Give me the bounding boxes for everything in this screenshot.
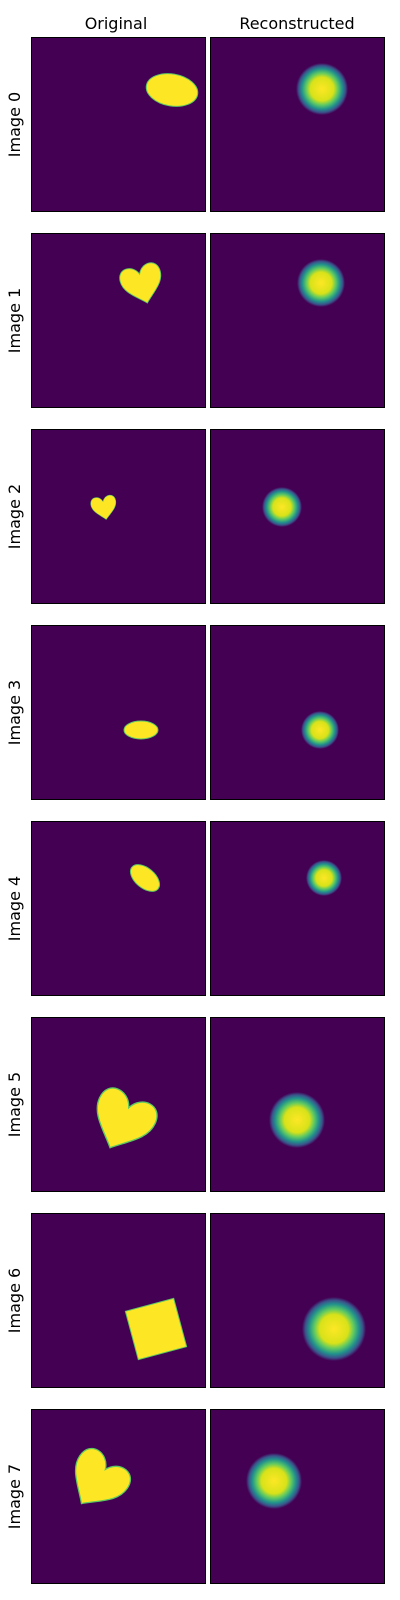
panel-background bbox=[210, 37, 385, 212]
row-label-image-7: Image 7 bbox=[5, 1464, 24, 1529]
reconstructed-panel-6 bbox=[210, 1213, 385, 1388]
row-label-image-0: Image 0 bbox=[5, 92, 24, 157]
panel-background bbox=[31, 625, 206, 800]
row-label-image-1: Image 1 bbox=[5, 288, 24, 353]
panel-background bbox=[210, 821, 385, 996]
original-panel-5 bbox=[31, 1017, 206, 1192]
original-panel-6 bbox=[31, 1213, 206, 1388]
image-row-0: Image 0 bbox=[5, 37, 385, 212]
reconstructed-panel-1 bbox=[210, 233, 385, 408]
reconstructed-panel-4 bbox=[210, 821, 385, 996]
panel-background bbox=[210, 625, 385, 800]
original-shape-heart bbox=[74, 1448, 132, 1505]
original-panel-7 bbox=[31, 1409, 206, 1584]
reconstructed-panel-0 bbox=[210, 37, 385, 212]
panel-background bbox=[210, 1409, 385, 1584]
image-row-5: Image 5 bbox=[5, 1017, 385, 1192]
image-row-4: Image 4 bbox=[5, 821, 385, 996]
original-panel-0 bbox=[31, 37, 206, 212]
panel-background bbox=[31, 1213, 206, 1388]
panel-background bbox=[210, 1213, 385, 1388]
image-row-2: Image 2 bbox=[5, 429, 385, 604]
row-label-image-5: Image 5 bbox=[5, 1072, 24, 1137]
original-shape-heart bbox=[119, 262, 162, 304]
panel-background bbox=[31, 821, 206, 996]
column-title-reconstructed: Reconstructed bbox=[239, 14, 354, 33]
reconstructed-blob bbox=[301, 711, 339, 749]
original-panel-2 bbox=[31, 429, 206, 604]
reconstructed-blob bbox=[302, 1297, 366, 1361]
reconstructed-blob bbox=[269, 1092, 325, 1148]
original-shape-heart bbox=[96, 1087, 158, 1149]
panel-background bbox=[31, 429, 206, 604]
image-row-1: Image 1 bbox=[5, 233, 385, 408]
column-title-original: Original bbox=[85, 14, 148, 33]
original-shape-heart bbox=[90, 494, 117, 520]
reconstructed-panel-2 bbox=[210, 429, 385, 604]
panel-background bbox=[210, 233, 385, 408]
reconstructed-panel-5 bbox=[210, 1017, 385, 1192]
reconstructed-panel-3 bbox=[210, 625, 385, 800]
original-panel-3 bbox=[31, 625, 206, 800]
row-label-image-6: Image 6 bbox=[5, 1268, 24, 1333]
panel-background bbox=[31, 37, 206, 212]
original-shape-ellipse bbox=[123, 720, 159, 740]
row-label-image-3: Image 3 bbox=[5, 680, 24, 745]
reconstructed-blob bbox=[246, 1453, 302, 1509]
image-row-6: Image 6 bbox=[5, 1213, 385, 1388]
reconstructed-blob bbox=[297, 259, 345, 307]
panel-background bbox=[31, 233, 206, 408]
reconstructed-blob bbox=[296, 63, 348, 115]
reconstructed-blob bbox=[306, 860, 342, 896]
image-row-3: Image 3 bbox=[5, 625, 385, 800]
image-row-7: Image 7 bbox=[5, 1409, 385, 1584]
original-panel-1 bbox=[31, 233, 206, 408]
image-rows: Image 0 Image 1 Image 2 Image 3 Image 4 Image… bbox=[5, 37, 385, 1584]
row-label-image-2: Image 2 bbox=[5, 484, 24, 549]
row-label-image-4: Image 4 bbox=[5, 876, 24, 941]
original-panel-4 bbox=[31, 821, 206, 996]
original-shape-ellipse bbox=[129, 864, 161, 892]
original-shape-ellipse bbox=[145, 73, 199, 107]
reconstructed-blob bbox=[262, 487, 302, 527]
original-shape-square bbox=[124, 1297, 188, 1361]
reconstructed-panel-7 bbox=[210, 1409, 385, 1584]
